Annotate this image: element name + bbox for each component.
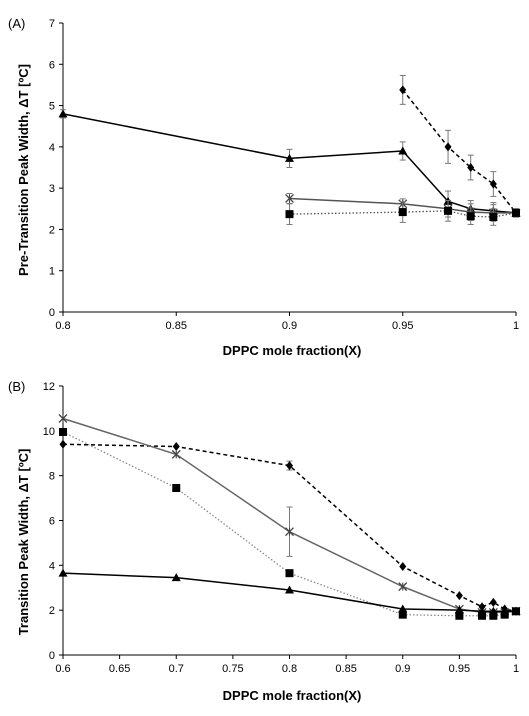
panel-b-y-tick-label: 12	[43, 381, 55, 393]
panel-b-point-square	[285, 569, 294, 578]
panel-a-x-tick-label: 0.8	[55, 320, 70, 332]
panel-b-point-square	[455, 611, 464, 620]
panel-a-y-tick-label: 5	[49, 101, 55, 113]
panel-b-point-x	[398, 582, 408, 592]
panel-b-x-tick-label: 0.75	[222, 663, 243, 675]
panel-a-point-triangle	[398, 146, 408, 155]
panel-b-point-diamond	[399, 561, 407, 571]
panel-b-point-x	[58, 414, 68, 423]
panel-a-series-line	[402, 89, 517, 214]
panel-b-point-square	[489, 611, 498, 620]
panel-b-y-tick-label: 10	[43, 426, 55, 438]
panel-a-point-square	[285, 210, 294, 219]
panel-b-point-square	[172, 483, 181, 492]
panel-a-point-triangle	[285, 153, 294, 162]
panel-b-x-tick-label: 0.6	[55, 663, 70, 675]
panel-a-y-tick-label: 3	[49, 183, 55, 195]
panel-b-point-triangle	[477, 606, 487, 615]
panel-a-y-axis-label: Pre-Transition Peak Width, ΔT [ºC]	[16, 64, 31, 276]
panel-a-point-diamond	[489, 179, 497, 189]
panel-b-point-diamond	[286, 461, 293, 471]
panel-a-x-tick-label: 0.9	[282, 320, 297, 332]
panel-b-point-diamond	[172, 442, 180, 452]
panel-b-point-triangle	[398, 604, 408, 613]
panel-b-point-triangle	[285, 585, 294, 594]
panel-a-point-square	[489, 213, 498, 222]
panel-b-series-triangle	[58, 568, 521, 615]
panel-a-point-diamond	[444, 142, 452, 152]
panel-b-point-square	[478, 611, 487, 620]
panel-a-y-tick-label: 1	[49, 266, 55, 278]
panel-a-series-line	[289, 197, 516, 214]
panel-a-label: (A)	[8, 16, 25, 31]
panel-b-point-triangle	[454, 605, 464, 614]
panel-a-x-axis-label: DPPC mole fraction(X)	[223, 343, 362, 358]
panel-b-point-triangle	[500, 606, 510, 615]
panel-a-x-tick-label: 0.95	[392, 320, 413, 332]
panel-a-x-tick-label: 1	[513, 320, 519, 332]
panel-b-point-square	[398, 610, 407, 619]
panel-a-point-x	[285, 194, 294, 203]
panel-b-x-tick-label: 0.95	[449, 663, 470, 675]
panel-a-y-tick-label: 7	[49, 18, 55, 30]
panel-b-point-diamond	[455, 591, 463, 601]
panel-a-y-tick-label: 0	[49, 307, 55, 319]
panel-a-y-tick-label: 2	[49, 224, 55, 236]
panel-a-chart: (A) Pre-Transition Peak Width, ΔT [ºC] D…	[8, 16, 521, 358]
panel-b-point-diamond	[59, 439, 67, 449]
panel-a-point-square	[512, 208, 520, 217]
panel-a-point-triangle	[58, 109, 68, 118]
panel-a-series-diamond	[399, 74, 520, 218]
panel-b-point-triangle	[488, 606, 498, 615]
panel-b-point-square	[59, 427, 67, 436]
panel-a-point-square	[398, 208, 407, 217]
panel-a-x-tick-label: 0.85	[166, 320, 187, 332]
panel-b-point-triangle	[58, 568, 68, 577]
panel-b-point-triangle	[171, 573, 181, 582]
panel-b-y-tick-label: 6	[49, 516, 55, 528]
panel-b-x-tick-label: 0.7	[169, 663, 184, 675]
panel-b-point-triangle	[511, 606, 521, 615]
panel-b-point-diamond	[489, 597, 497, 607]
panel-b-y-tick-label: 0	[49, 650, 55, 662]
panel-a-y-tick-label: 4	[49, 142, 55, 154]
panel-b-x-tick-label: 0.9	[395, 663, 410, 675]
panel-b-chart: (B) Transition Peak Width, ΔT [ºC] DPPC …	[8, 379, 521, 703]
panel-b-x-tick-label: 0.65	[109, 663, 130, 675]
panel-a-series-square	[285, 200, 520, 226]
panel-b-x-tick-label: 0.8	[282, 663, 297, 675]
panel-b-y-tick-label: 2	[49, 605, 55, 617]
panel-a-point-square	[444, 206, 453, 215]
panel-b-x-tick-label: 1	[513, 663, 519, 675]
panel-a-point-diamond	[467, 163, 475, 172]
panel-b-y-axis-label: Transition Peak Width, ΔT [ºC]	[16, 449, 31, 636]
panel-a-point-diamond	[399, 85, 407, 95]
panel-b-label: (B)	[8, 379, 25, 394]
panel-b-x-tick-label: 0.85	[335, 663, 356, 675]
panel-b-x-axis-label: DPPC mole fraction(X)	[223, 688, 362, 703]
panel-a-y-tick-label: 6	[49, 59, 55, 71]
panel-b-point-x	[285, 527, 294, 537]
panel-b-y-tick-label: 8	[49, 471, 55, 483]
panel-b-y-tick-label: 4	[49, 560, 55, 572]
panel-a-point-square	[466, 212, 475, 221]
panel-b-point-x	[171, 449, 181, 459]
